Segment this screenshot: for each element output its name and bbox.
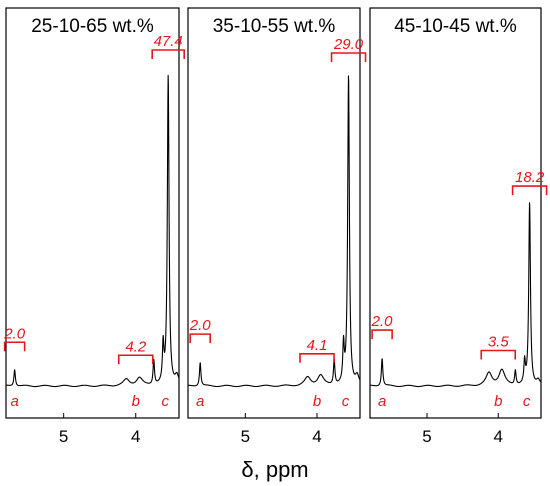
integral-bracket — [3, 341, 26, 352]
x-axis-label: δ, ppm — [241, 457, 308, 482]
integral-label: 2.0 — [189, 317, 212, 334]
panel-3: 45-10-45 wt.% 2.0 a 3.5 b 18.2 c 5 4 — [369, 7, 548, 446]
spectrum-line — [369, 202, 542, 388]
peak-label: a — [378, 393, 386, 410]
panel-frame — [369, 7, 542, 419]
peak-label: b — [494, 393, 502, 410]
peak-label: a — [10, 393, 18, 410]
peak-label: c — [342, 393, 350, 410]
x-tick-label: 5 — [241, 427, 250, 446]
x-tick-label: 4 — [494, 427, 503, 446]
panel-frame — [187, 7, 361, 419]
panel-1: 25-10-65 wt.% 2.0 a 4.2 b 47.4 c 5 4 — [3, 7, 185, 446]
integral-bracket — [511, 185, 548, 196]
peak-label: b — [132, 393, 140, 410]
panel-2: 35-10-55 wt.% 2.0 a 4.1 b 29.0 c 5 4 — [187, 7, 367, 446]
integral-label: 2.0 — [371, 313, 394, 330]
x-tick-label: 5 — [59, 427, 68, 446]
panel-title: 45-10-45 wt.% — [394, 16, 517, 37]
integral-bracket — [299, 352, 335, 363]
integral-bracket — [117, 354, 154, 365]
panel-title: 35-10-55 wt.% — [213, 16, 336, 37]
integral-bracket — [330, 52, 367, 62]
integral-label: 2.0 — [3, 325, 26, 342]
integral-bracket — [480, 349, 517, 360]
integral-label: 29.0 — [333, 36, 364, 53]
spectrum-line — [5, 74, 180, 388]
integral-bracket — [151, 49, 185, 59]
peak-label: b — [313, 393, 321, 410]
integral-label: 18.2 — [515, 169, 545, 186]
panel-title: 25-10-65 wt.% — [31, 16, 154, 37]
integral-label: 3.5 — [488, 334, 510, 351]
x-tick-label: 4 — [131, 427, 140, 446]
x-tick-label: 5 — [422, 427, 431, 446]
spectrum-line — [187, 75, 361, 388]
integral-bracket — [371, 329, 393, 340]
integral-label: 4.1 — [307, 337, 328, 354]
x-tick-label: 4 — [312, 427, 321, 446]
panel-frame — [5, 7, 180, 419]
integral-label: 47.4 — [154, 33, 183, 50]
peak-label: a — [196, 393, 204, 410]
integral-label: 4.2 — [125, 338, 147, 355]
peak-label: c — [161, 393, 169, 410]
integral-bracket — [189, 333, 211, 344]
peak-label: c — [523, 393, 531, 410]
